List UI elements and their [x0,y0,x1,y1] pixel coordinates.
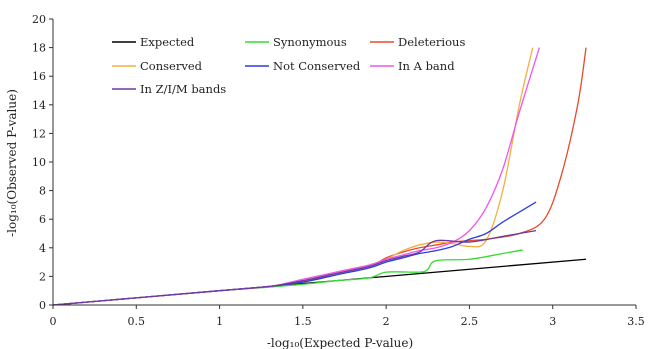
y-tick-label: 14 [32,99,46,112]
series-line-in-z-i-m-bands [53,231,536,305]
y-tick-label: 16 [32,70,46,83]
series-line-in-a-band [53,48,539,305]
y-tick-label: 2 [39,270,46,283]
x-tick-label: 1 [216,315,223,328]
y-tick-label: 0 [39,299,46,312]
x-tick-label: 2.5 [461,315,479,328]
y-axis-title: -log₁₀(Observed P-value) [5,89,19,237]
legend: Expected Synonymous Deleterious Conserved No… [112,35,465,96]
y-tick-label: 6 [39,213,46,226]
x-tick-label: 0.5 [128,315,146,328]
plot-area [53,48,586,305]
legend-label-synonymous: Synonymous [273,35,347,49]
legend-label-not-conserved: Not Conserved [273,59,361,73]
legend-label-in-z-i-m-bands: In Z/I/M bands [140,82,226,96]
y-tick-label: 8 [39,185,46,198]
x-tick-label: 1.5 [294,315,312,328]
series-line-synonymous [53,250,523,305]
y-tick-label: 10 [32,156,46,169]
x-tick-label: 2 [383,315,390,328]
series-line-conserved [53,48,533,305]
x-tick-label: 3 [549,315,556,328]
legend-label-in-a-band: In A band [398,59,455,73]
y-tick-label: 20 [32,13,46,26]
x-axis-title: -log₁₀(Expected P-value) [267,336,413,349]
legend-label-expected: Expected [140,35,195,49]
y-tick-label: 12 [32,127,46,140]
legend-label-deleterious: Deleterious [398,35,465,49]
series-line-not-conserved [53,202,536,305]
legend-label-conserved: Conserved [140,59,203,73]
y-tick-label: 4 [39,242,46,255]
x-tick-label: 3.5 [627,315,645,328]
y-tick-label: 18 [32,42,46,55]
x-tick-label: 0 [50,315,57,328]
